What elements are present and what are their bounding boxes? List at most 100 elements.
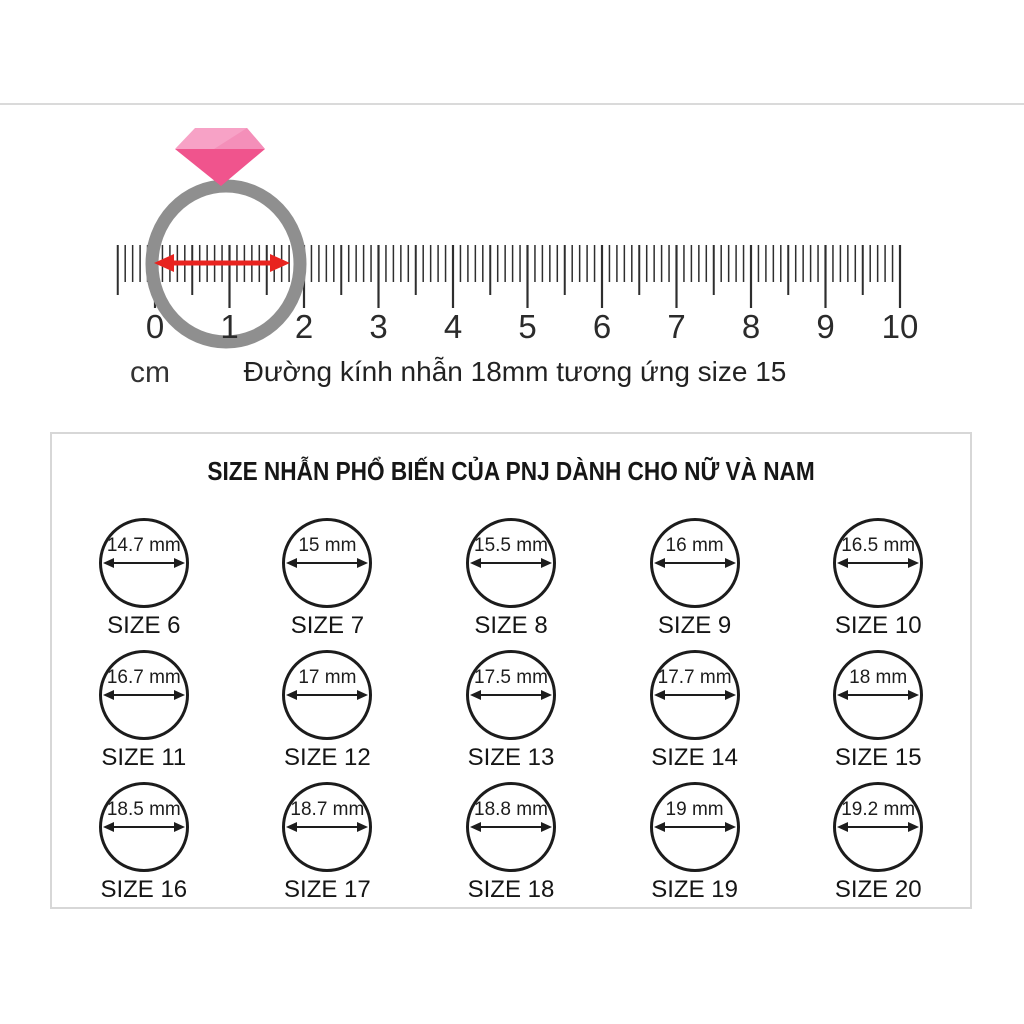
size-circle: 17.7 mm xyxy=(649,650,740,740)
diameter-measure-arrow xyxy=(154,254,290,272)
diameter-arrow-icon xyxy=(102,690,185,700)
ruler-numbers: 0 1 2 3 4 5 6 7 8 9 10 xyxy=(146,308,919,345)
size-circle: 17.5 mm xyxy=(465,650,556,740)
diameter-arrow-icon xyxy=(286,822,369,832)
size-label: SIZE 13 xyxy=(467,744,555,771)
size-label: SIZE 9 xyxy=(657,612,732,639)
size-circle: 18.5 mm xyxy=(98,782,189,872)
size-label: SIZE 19 xyxy=(651,876,738,903)
size-circle: 19 mm xyxy=(649,782,740,872)
size-label: SIZE 15 xyxy=(834,744,922,771)
size-item: 18 mm SIZE 15 xyxy=(786,650,970,772)
size-label: SIZE 18 xyxy=(467,876,555,903)
size-item: 15.5 mm SIZE 8 xyxy=(419,518,603,640)
ruler-number: 1 xyxy=(220,308,238,345)
diameter-arrow-icon xyxy=(837,558,920,568)
size-circle: 15.5 mm xyxy=(465,518,556,608)
diameter-arrow-icon xyxy=(286,690,369,700)
size-circle: 15 mm xyxy=(282,518,373,608)
diameter-value: 19 mm xyxy=(665,799,724,820)
ruler-ticks xyxy=(116,245,902,308)
diameter-arrow-icon xyxy=(469,690,552,700)
ruler-number: 7 xyxy=(667,308,685,345)
size-item: 17.7 mm SIZE 14 xyxy=(603,650,787,772)
size-item: 16 mm SIZE 9 xyxy=(603,518,787,640)
size-circle: 16 mm xyxy=(649,518,740,608)
size-circle: 16.7 mm xyxy=(98,650,189,740)
diameter-arrow-icon xyxy=(102,558,185,568)
size-label: SIZE 10 xyxy=(834,612,922,639)
diameter-value: 17 mm xyxy=(298,667,357,688)
size-label: SIZE 16 xyxy=(100,876,188,903)
size-circle: 18 mm xyxy=(833,650,924,740)
diameter-arrow-icon xyxy=(653,822,736,832)
diameter-value: 15 mm xyxy=(298,535,357,556)
ruler-unit-label: cm xyxy=(130,356,170,389)
size-item: 14.7 mm SIZE 6 xyxy=(52,518,236,640)
size-item: 17 mm SIZE 12 xyxy=(236,650,420,772)
diameter-arrow-icon xyxy=(286,558,369,568)
size-item: 18.8 mm SIZE 18 xyxy=(419,782,603,904)
size-circle: 17 mm xyxy=(282,650,373,740)
top-divider xyxy=(0,103,1024,105)
size-item: 19 mm SIZE 19 xyxy=(603,782,787,904)
ruler-number: 0 xyxy=(146,308,164,345)
diameter-value: 16 mm xyxy=(665,535,724,556)
ruler-number: 5 xyxy=(518,308,536,345)
diamond-icon xyxy=(175,128,265,186)
size-item: 15 mm SIZE 7 xyxy=(236,518,420,640)
size-label: SIZE 7 xyxy=(290,612,365,639)
diameter-value: 16.5 mm xyxy=(841,535,916,556)
diameter-arrow-icon xyxy=(469,558,552,568)
size-item: 16.5 mm SIZE 10 xyxy=(786,518,970,640)
diameter-value: 16.7 mm xyxy=(106,667,181,688)
ruler-diagram: 0 1 2 3 4 5 6 7 8 9 10 xyxy=(116,128,919,349)
ring-icon xyxy=(145,179,307,349)
diameter-arrow-icon xyxy=(653,558,736,568)
ruler-number: 4 xyxy=(444,308,462,345)
ruler-number: 6 xyxy=(593,308,611,345)
diameter-value: 18.7 mm xyxy=(290,799,365,820)
size-item: 18.5 mm SIZE 16 xyxy=(52,782,236,904)
ruler-number: 3 xyxy=(369,308,387,345)
size-label: SIZE 14 xyxy=(651,744,738,771)
size-chart-card: SIZE NHẪN PHỔ BIẾN CỦA PNJ DÀNH CHO NỮ V… xyxy=(50,432,972,909)
diameter-arrow-icon xyxy=(102,822,185,832)
diameter-arrow-icon xyxy=(469,822,552,832)
diameter-arrow-icon xyxy=(837,690,920,700)
size-circle: 18.8 mm xyxy=(465,782,556,872)
diameter-value: 15.5 mm xyxy=(474,535,548,556)
ruler-number: 8 xyxy=(742,308,760,345)
size-item: 19.2 mm SIZE 20 xyxy=(786,782,970,904)
diameter-value: 18.8 mm xyxy=(474,799,548,820)
ruler-caption: Đường kính nhẫn 18mm tương ứng size 15 xyxy=(243,356,787,387)
size-item: 16.7 mm SIZE 11 xyxy=(52,650,236,772)
diameter-arrow-icon xyxy=(837,822,920,832)
ruler-number: 10 xyxy=(882,308,919,345)
size-label: SIZE 17 xyxy=(284,876,371,903)
size-chart-title: SIZE NHẪN PHỔ BIẾN CỦA PNJ DÀNH CHO NỮ V… xyxy=(52,456,970,487)
ruler-number: 9 xyxy=(816,308,834,345)
size-label: SIZE 20 xyxy=(834,876,922,903)
size-label: SIZE 6 xyxy=(107,612,181,639)
size-item: 18.7 mm SIZE 17 xyxy=(236,782,420,904)
size-circle: 18.7 mm xyxy=(282,782,373,872)
size-circle: 16.5 mm xyxy=(833,518,924,608)
diameter-value: 17.5 mm xyxy=(474,667,548,688)
ruler-number: 2 xyxy=(295,308,313,345)
size-label: SIZE 8 xyxy=(474,612,548,639)
size-grid: 14.7 mm SIZE 6 15 mm SIZE 7 15.5 mm xyxy=(52,518,970,904)
size-circle: 14.7 mm xyxy=(98,518,189,608)
diameter-value: 17.7 mm xyxy=(657,667,732,688)
diameter-arrow-icon xyxy=(653,690,736,700)
size-circle: 19.2 mm xyxy=(833,782,924,872)
diameter-value: 18.5 mm xyxy=(106,799,181,820)
size-label: SIZE 11 xyxy=(101,744,187,771)
diameter-value: 18 mm xyxy=(849,667,908,688)
diameter-value: 14.7 mm xyxy=(106,535,181,556)
diameter-value: 19.2 mm xyxy=(841,799,916,820)
size-label: SIZE 12 xyxy=(284,744,371,771)
size-item: 17.5 mm SIZE 13 xyxy=(419,650,603,772)
size-chart-title-text: SIZE NHẪN PHỔ BIẾN CỦA PNJ DÀNH CHO NỮ V… xyxy=(207,456,815,486)
